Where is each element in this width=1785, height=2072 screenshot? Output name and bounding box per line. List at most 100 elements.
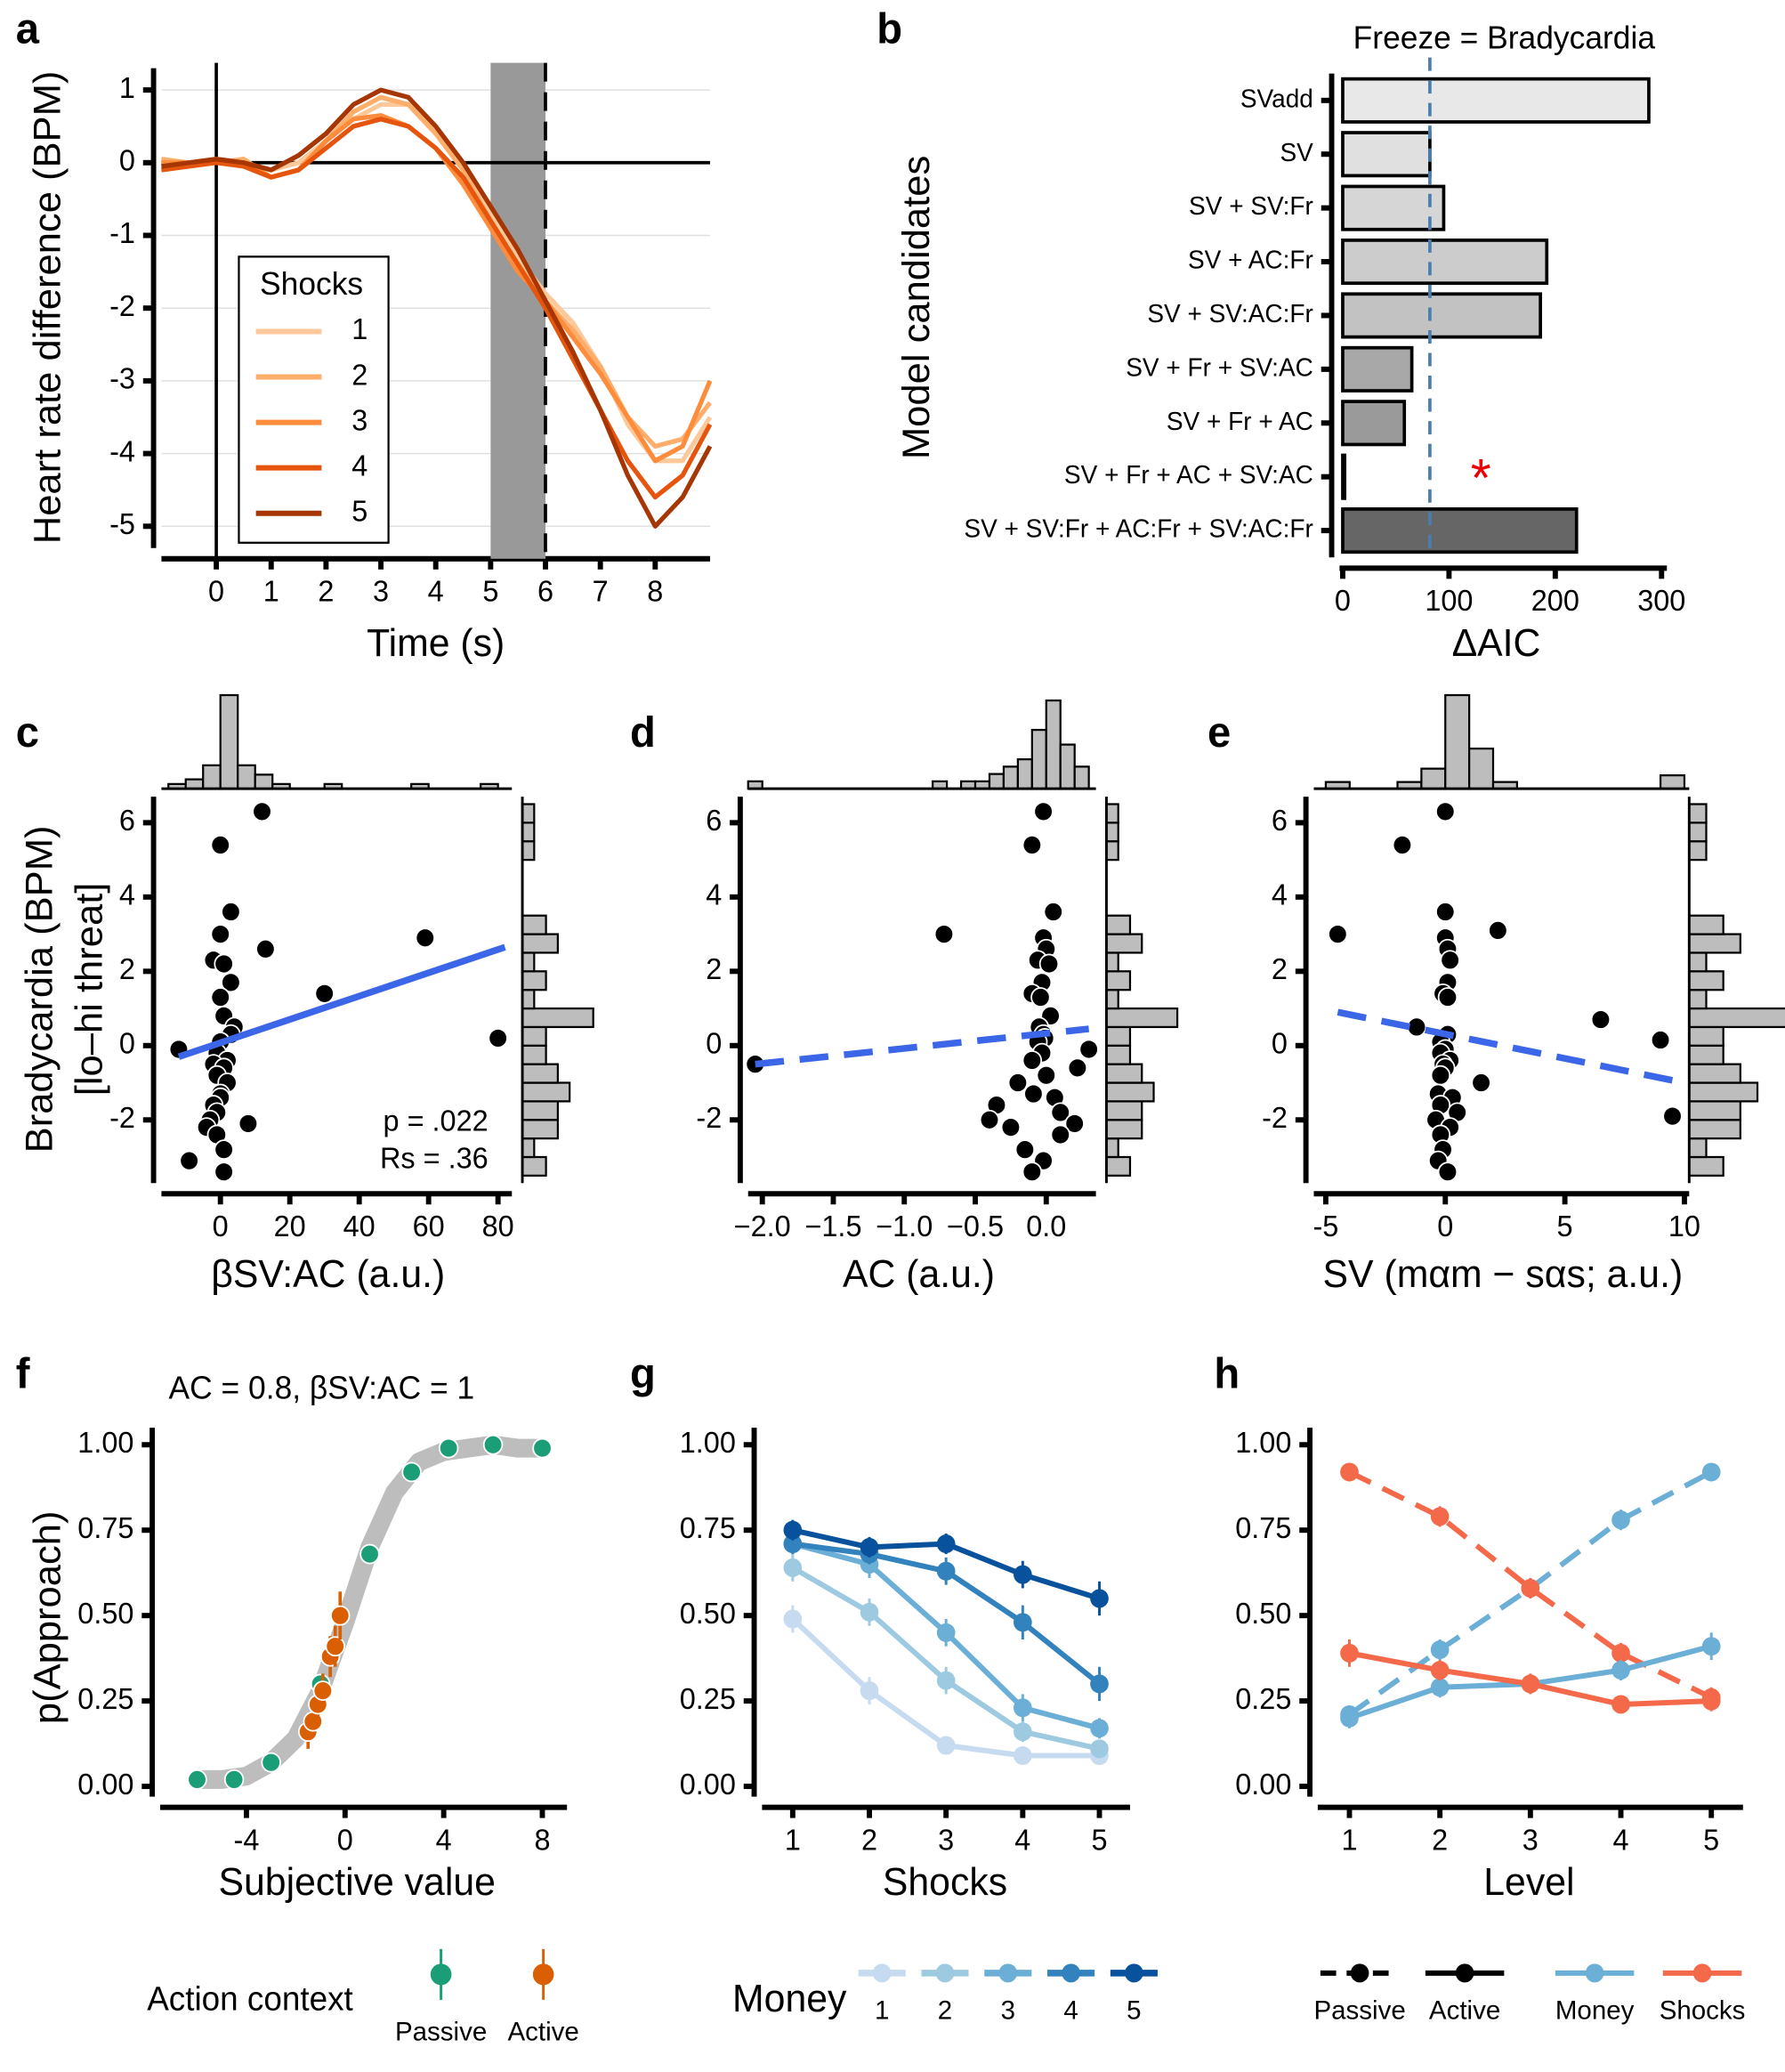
point [783,1558,803,1577]
histogram-bar [202,764,222,790]
point [1030,987,1051,1008]
x-tick-label: 0.0 [1026,1210,1066,1242]
y-tick-label: 0 [706,1026,722,1059]
legend-label: 1 [875,1995,889,2025]
point [1611,1510,1630,1530]
point [1067,1057,1088,1079]
x-tick-label: 5 [1091,1823,1107,1856]
point [1014,1613,1032,1632]
point [1437,1161,1458,1183]
point [1340,1643,1359,1663]
panel-letter: f [16,1350,30,1397]
legend-label: 3 [1001,1995,1015,2025]
y-tick-label: 0.00 [680,1768,736,1801]
y-axis-label: p(Approach) [27,1511,69,1725]
x-tick-label: 3 [373,574,389,607]
y-tick-label: 0.75 [1235,1511,1291,1544]
y-axis-label: Heart rate difference (BPM) [27,71,69,545]
y-tick-label: 1.00 [77,1426,133,1459]
annotation: p = .022 [384,1104,489,1137]
point [1701,1637,1721,1656]
x-tick-label: 40 [343,1210,376,1242]
y-tick-label: SV + Fr + AC + SV:AC [1064,460,1313,489]
y-tick-label: 0.75 [77,1511,133,1544]
y-axis-label: Bradycardia (BPM) [19,826,61,1153]
histogram-bar [1105,803,1119,824]
y-tick-label: 0 [1272,1026,1288,1059]
x-tick-label: 20 [274,1210,306,1242]
x-tick-label: 0 [1335,584,1351,617]
point [979,1109,1000,1130]
y-tick-label: SV + SV:Fr [1189,191,1313,220]
histogram-bar [219,693,239,790]
histogram-bar [521,822,536,843]
point [1090,1719,1109,1738]
y-tick-label: 0.00 [1235,1768,1291,1801]
histogram-bar [1444,693,1471,790]
histogram-bar [521,1119,559,1140]
histogram-bar [1105,951,1119,973]
point [532,1437,553,1459]
point [1000,1117,1022,1138]
y-tick-label: 6 [1272,804,1288,837]
point [1090,1589,1109,1608]
point [1488,919,1508,941]
y-tick-label: 1.00 [680,1426,736,1459]
point [214,1161,234,1183]
histogram-bar [1468,747,1495,790]
histogram-bar [1105,840,1119,862]
x-tick-label: 2 [1432,1823,1448,1856]
point [261,1752,281,1773]
point [1328,924,1348,944]
histogram-bar [1105,1063,1143,1084]
point [936,1736,956,1755]
legend-label: 5 [351,494,368,527]
histogram-bar [521,803,536,824]
histogram-bar [1073,765,1090,790]
histogram-bar [1688,914,1724,935]
legend-label: 2 [938,1995,952,2025]
x-axis-label: Shocks [883,1861,1007,1904]
y-tick-label: SV + AC:Fr [1188,245,1313,273]
histogram-bar [988,773,1006,790]
panel-letter: g [630,1350,656,1397]
legend-swatch [1125,1963,1143,1983]
histogram-bar [1105,1044,1132,1065]
x-axis-label: Subjective value [218,1861,495,1904]
legend-swatch [1455,1963,1474,1983]
y-tick-label: 0 [119,1026,135,1059]
histogram-bar [1059,743,1076,790]
x-tick-label: 6 [537,574,553,607]
point [1022,1050,1043,1071]
x-tick-label: −2.0 [734,1210,791,1242]
legend-label: Active [507,2017,578,2046]
point [210,987,230,1008]
point [1662,1105,1683,1127]
fitted-curve [197,1435,543,1789]
bar [1341,292,1542,339]
y-tick-label: -2 [109,1101,135,1134]
point [255,938,276,959]
x-tick-label: 2 [861,1823,877,1856]
point [1023,1083,1044,1105]
histogram-bar [521,970,547,991]
y-tick-label: SV + Fr + AC [1167,407,1313,435]
legend-label: 5 [1127,1995,1141,2025]
histogram-bar [521,1081,571,1103]
legend-label: Shocks [1660,1995,1746,2025]
point [1033,801,1054,822]
histogram-bar [1688,970,1724,991]
point [1650,1030,1671,1050]
y-tick-label: 2 [119,952,135,985]
panel-letter: d [630,708,656,756]
point [1701,1691,1721,1711]
y-tick-label: 4 [706,878,722,911]
histogram-bar [184,778,205,790]
bar [1341,507,1579,554]
point [1007,1072,1029,1093]
y-tick-label: 0.75 [680,1511,736,1544]
regression-line [177,943,506,1060]
legend-box [238,255,390,544]
y-tick-label: 6 [706,804,722,837]
